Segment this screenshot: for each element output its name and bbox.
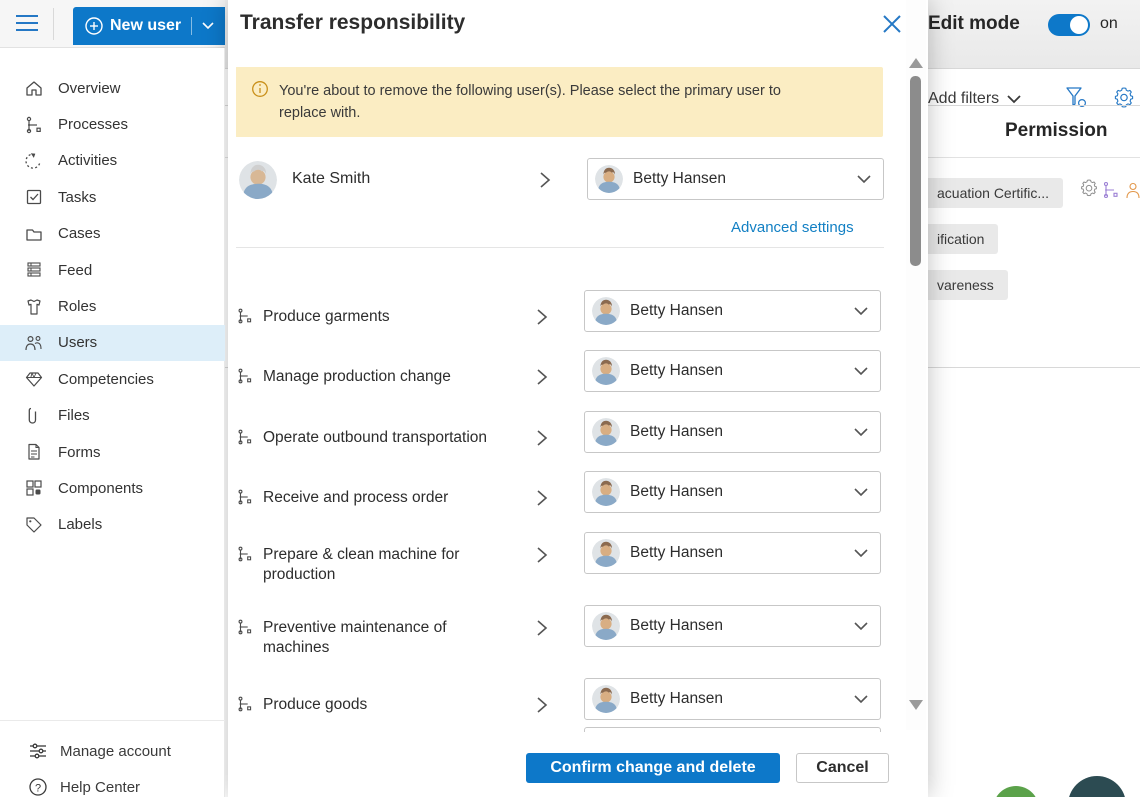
svg-text:?: ? bbox=[35, 783, 41, 795]
